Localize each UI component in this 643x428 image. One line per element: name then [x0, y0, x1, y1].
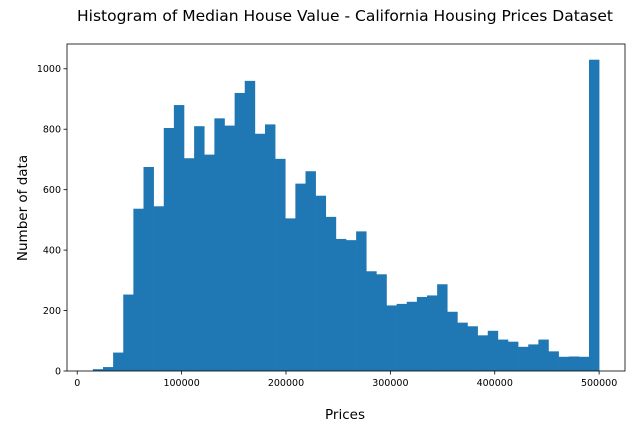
histogram-bar	[194, 126, 205, 371]
histogram-bar	[163, 128, 175, 371]
histogram-bar	[507, 341, 519, 371]
histogram-bar	[244, 80, 256, 372]
histogram-bar	[386, 305, 397, 371]
histogram-bar	[568, 356, 580, 371]
histogram-bar	[295, 183, 306, 371]
histogram-bar	[447, 311, 458, 371]
histogram-bar	[588, 59, 600, 372]
plot-frame	[66, 43, 626, 372]
histogram-bar	[356, 231, 367, 371]
y-tick-label: 400	[43, 245, 61, 256]
histogram-bar	[335, 238, 347, 371]
histogram-bar	[265, 124, 276, 371]
y-tick-label: 0	[55, 366, 61, 377]
histogram-bar	[173, 105, 185, 371]
histogram-bar	[224, 125, 235, 371]
histogram-bar	[315, 195, 327, 371]
histogram-bar	[214, 118, 225, 371]
histogram-bar	[346, 240, 357, 371]
x-tick-label: 200000	[268, 378, 304, 389]
histogram-bar	[487, 330, 499, 371]
histogram-bar	[143, 167, 154, 371]
histogram-bar	[133, 208, 144, 371]
histogram-bar	[578, 356, 590, 371]
chart-title: Histogram of Median House Value - Califo…	[77, 7, 613, 25]
histogram-bar	[376, 274, 387, 371]
histogram-bar	[416, 296, 428, 371]
histogram-bar	[558, 356, 570, 371]
histogram-bar	[548, 351, 559, 371]
histogram-bar	[285, 218, 296, 371]
histogram-bar	[396, 303, 408, 371]
histogram-bar	[184, 158, 195, 371]
histogram-bar	[497, 339, 509, 371]
histogram-bar	[325, 216, 337, 371]
x-tick-label: 100000	[163, 378, 199, 389]
histogram-bar	[426, 295, 438, 371]
histogram-bar	[305, 171, 316, 371]
x-tick-label: 300000	[372, 378, 408, 389]
y-tick-label: 800	[43, 125, 61, 136]
histogram-bar	[234, 92, 246, 371]
histogram-bar	[467, 326, 478, 371]
x-tick-label: 500000	[581, 378, 617, 389]
histogram-bar	[113, 352, 124, 371]
histogram-bar	[153, 206, 165, 371]
histogram-bar	[254, 133, 266, 371]
y-tick-label: 1000	[37, 64, 61, 75]
histogram-bar	[92, 369, 104, 371]
x-tick-label: 0	[74, 378, 80, 389]
histogram-bar	[437, 284, 448, 371]
histogram-bar	[528, 344, 539, 371]
histogram-bar	[457, 322, 468, 371]
y-tick-label: 200	[43, 306, 61, 317]
y-ticks-group: 0 200 400 600 800 1000	[37, 64, 67, 377]
y-axis-label: Number of data	[15, 155, 31, 261]
y-tick-label: 600	[43, 185, 61, 196]
histogram-bar	[123, 294, 134, 371]
histogram-bar	[518, 346, 529, 371]
x-axis-label: Prices	[325, 407, 365, 423]
histogram-bar	[406, 301, 418, 371]
x-ticks-group: 0 100000 200000 300000 400000 500000	[74, 371, 617, 389]
histogram-bar	[477, 335, 489, 371]
histogram-bar	[275, 158, 286, 371]
histogram-bar	[103, 367, 114, 371]
x-tick-label: 400000	[477, 378, 513, 389]
histogram-bar	[204, 154, 215, 371]
histogram-bar	[538, 339, 549, 371]
bars-group	[92, 59, 600, 372]
histogram-bar	[366, 271, 377, 371]
